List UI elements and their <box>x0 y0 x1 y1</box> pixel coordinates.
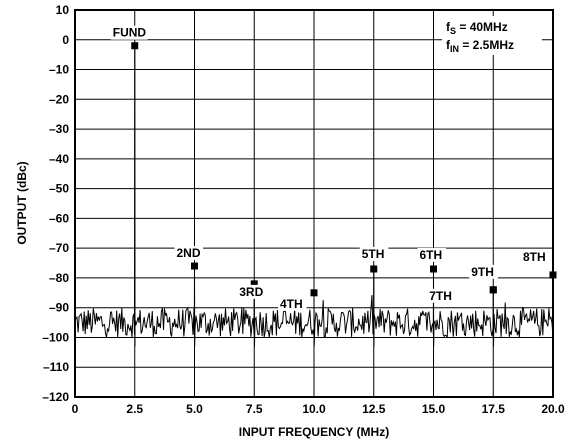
x-tick-label: 20.0 <box>541 402 565 416</box>
y-tick-label: –90 <box>49 301 69 315</box>
y-tick-label: –60 <box>49 211 69 225</box>
x-tick-label: 7.5 <box>246 402 263 416</box>
harmonic-label: FUND <box>113 26 147 40</box>
y-axis-title: OUTPUT (dBc) <box>15 161 29 244</box>
harmonic-marker <box>191 263 198 270</box>
harmonic-marker <box>370 265 377 272</box>
y-tick-label: –20 <box>49 92 69 106</box>
x-axis-title: INPUT FREQUENCY (MHz) <box>239 425 389 439</box>
y-tick-label: –10 <box>49 63 69 77</box>
x-tick-label: 5.0 <box>186 402 203 416</box>
y-tick-label: –120 <box>42 390 69 404</box>
harmonic-marker <box>550 271 557 278</box>
x-tick-label: 2.5 <box>126 402 143 416</box>
y-tick-label: –100 <box>42 330 69 344</box>
harmonic-marker <box>131 42 138 49</box>
x-tick-label: 12.5 <box>362 402 386 416</box>
y-tick-labels: 10 0 –10 –20 –30 –40 –50 –60 –70 –80 –90 –100 –110 –1… <box>42 3 69 404</box>
y-tick-label: –40 <box>49 152 69 166</box>
y-tick-label: –70 <box>49 241 69 255</box>
harmonic-label: 3RD <box>239 285 263 299</box>
harmonic-marker <box>430 265 437 272</box>
harmonic-label: 4TH <box>280 297 303 311</box>
harmonic-label: 5TH <box>362 247 385 261</box>
y-tick-label: –110 <box>43 360 69 374</box>
harmonic-marker <box>490 286 497 293</box>
x-tick-labels: 0 2.5 5.0 7.5 10.0 12.5 15.0 17.5 20.0 <box>72 402 565 416</box>
y-tick-label: –50 <box>49 182 69 196</box>
x-tick-label: 10.0 <box>302 402 326 416</box>
conditions-legend: fS = 40MHz fIN = 2.5MHz <box>442 16 542 55</box>
harmonic-marker <box>311 289 318 296</box>
y-tick-label: –80 <box>49 271 69 285</box>
harmonic-label: 9TH <box>471 265 494 279</box>
harmonic-label: 2ND <box>177 246 201 260</box>
y-tick-label: –30 <box>49 122 69 136</box>
x-tick-label: 15.0 <box>422 402 446 416</box>
harmonic-markers: FUND 2ND 3RD 4TH 5TH 6TH 7TH 8TH 9TH <box>111 26 557 311</box>
y-tick-label: 10 <box>56 3 70 17</box>
sample-rate-label: fS = 40MHz <box>446 20 508 36</box>
x-tick-label: 0 <box>72 402 79 416</box>
harmonic-label: 7TH <box>429 289 452 303</box>
y-tick-label: 0 <box>62 33 69 47</box>
harmonic-label: 6TH <box>420 248 443 262</box>
x-tick-label: 17.5 <box>482 402 506 416</box>
harmonic-label: 8TH <box>523 250 546 264</box>
